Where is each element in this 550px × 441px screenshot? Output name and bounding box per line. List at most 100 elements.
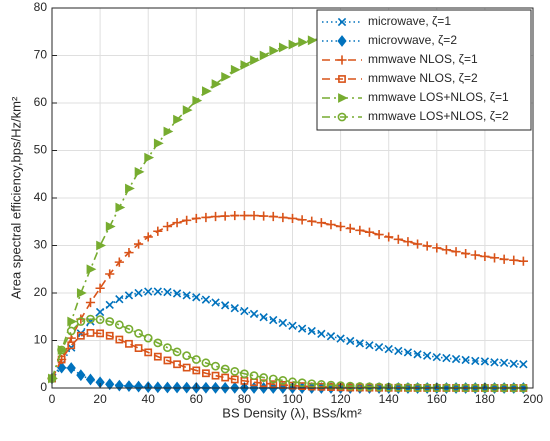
marker: [394, 346, 403, 356]
marker: [105, 269, 115, 279]
marker: [211, 298, 220, 307]
marker: [461, 248, 471, 259]
marker: [374, 382, 384, 392]
marker: [298, 382, 307, 390]
marker: [269, 45, 280, 56]
marker: [133, 380, 144, 393]
marker: [125, 339, 133, 348]
marker: [297, 378, 307, 388]
marker: [173, 360, 181, 369]
marker: [230, 210, 240, 221]
marker: [288, 381, 297, 390]
marker: [85, 297, 96, 308]
marker: [365, 341, 374, 350]
y-tick-label: 70: [34, 48, 48, 62]
x-tick-label: 20: [93, 392, 107, 406]
marker: [143, 232, 153, 242]
marker: [201, 295, 211, 304]
y-tick-label: 50: [34, 143, 48, 157]
marker: [259, 313, 268, 322]
marker: [259, 379, 268, 388]
marker: [441, 245, 452, 255]
marker: [509, 359, 518, 368]
marker: [297, 324, 307, 333]
series-line: [51, 290, 524, 379]
legend-label: mmwave NLOS, ζ=2: [368, 71, 478, 85]
legend-marker: [338, 93, 348, 103]
marker: [278, 42, 289, 53]
marker: [153, 352, 162, 361]
marker: [162, 221, 173, 232]
marker: [489, 253, 500, 263]
marker: [134, 166, 145, 177]
marker: [278, 212, 288, 223]
marker: [220, 211, 230, 221]
marker: [519, 360, 528, 369]
y-tick-label: 40: [34, 190, 48, 204]
marker: [230, 304, 239, 313]
marker: [105, 378, 115, 391]
marker: [202, 86, 212, 97]
series-line: [51, 318, 524, 389]
marker: [221, 373, 230, 382]
y-tick-label: 10: [34, 333, 48, 347]
marker: [287, 213, 298, 224]
marker: [461, 355, 470, 365]
marker: [95, 283, 105, 293]
x-axis-label: BS Density (λ), BSs/km²: [222, 405, 362, 420]
legend-marker: [337, 55, 347, 65]
x-tick-label: 40: [142, 392, 156, 406]
marker: [355, 339, 365, 348]
marker: [201, 358, 211, 368]
plot-frame: [51, 7, 534, 389]
marker: [374, 229, 384, 240]
marker: [307, 35, 318, 46]
marker: [365, 382, 374, 392]
marker: [269, 315, 278, 325]
marker: [114, 320, 124, 330]
x-tick-label: 0: [49, 392, 56, 406]
marker: [518, 256, 528, 266]
marker: [423, 351, 432, 360]
marker: [210, 211, 221, 222]
marker: [105, 317, 115, 326]
legend-marker: [338, 75, 346, 83]
marker: [76, 331, 85, 340]
legend-label: mmwave LOS+NLOS, ζ=2: [368, 109, 509, 123]
legend-label: microvwave, ζ=2: [368, 33, 457, 47]
marker: [451, 247, 461, 257]
marker: [355, 382, 365, 391]
marker: [230, 366, 240, 376]
marker: [336, 381, 345, 391]
marker: [153, 138, 164, 149]
marker: [172, 218, 182, 228]
legend-label: mmwave NLOS, ζ=1: [368, 52, 478, 66]
marker: [384, 344, 393, 354]
marker: [268, 374, 278, 384]
marker: [316, 218, 326, 228]
marker: [403, 237, 413, 247]
marker: [403, 348, 413, 357]
marker: [57, 345, 67, 355]
marker: [211, 361, 220, 371]
marker: [249, 210, 259, 221]
marker: [105, 221, 116, 232]
marker: [201, 212, 211, 223]
marker: [211, 79, 222, 89]
marker: [220, 301, 230, 310]
marker: [153, 338, 163, 348]
marker: [307, 326, 316, 336]
legend-marker: [337, 17, 347, 27]
marker: [163, 356, 172, 365]
marker: [278, 375, 288, 385]
series-line: [51, 214, 524, 379]
marker: [470, 250, 480, 260]
marker: [211, 371, 220, 380]
legend-marker: [337, 35, 347, 47]
y-tick-label: 80: [34, 0, 48, 14]
marker: [422, 241, 432, 251]
marker: [451, 354, 461, 364]
marker: [269, 380, 278, 389]
marker: [144, 348, 153, 357]
